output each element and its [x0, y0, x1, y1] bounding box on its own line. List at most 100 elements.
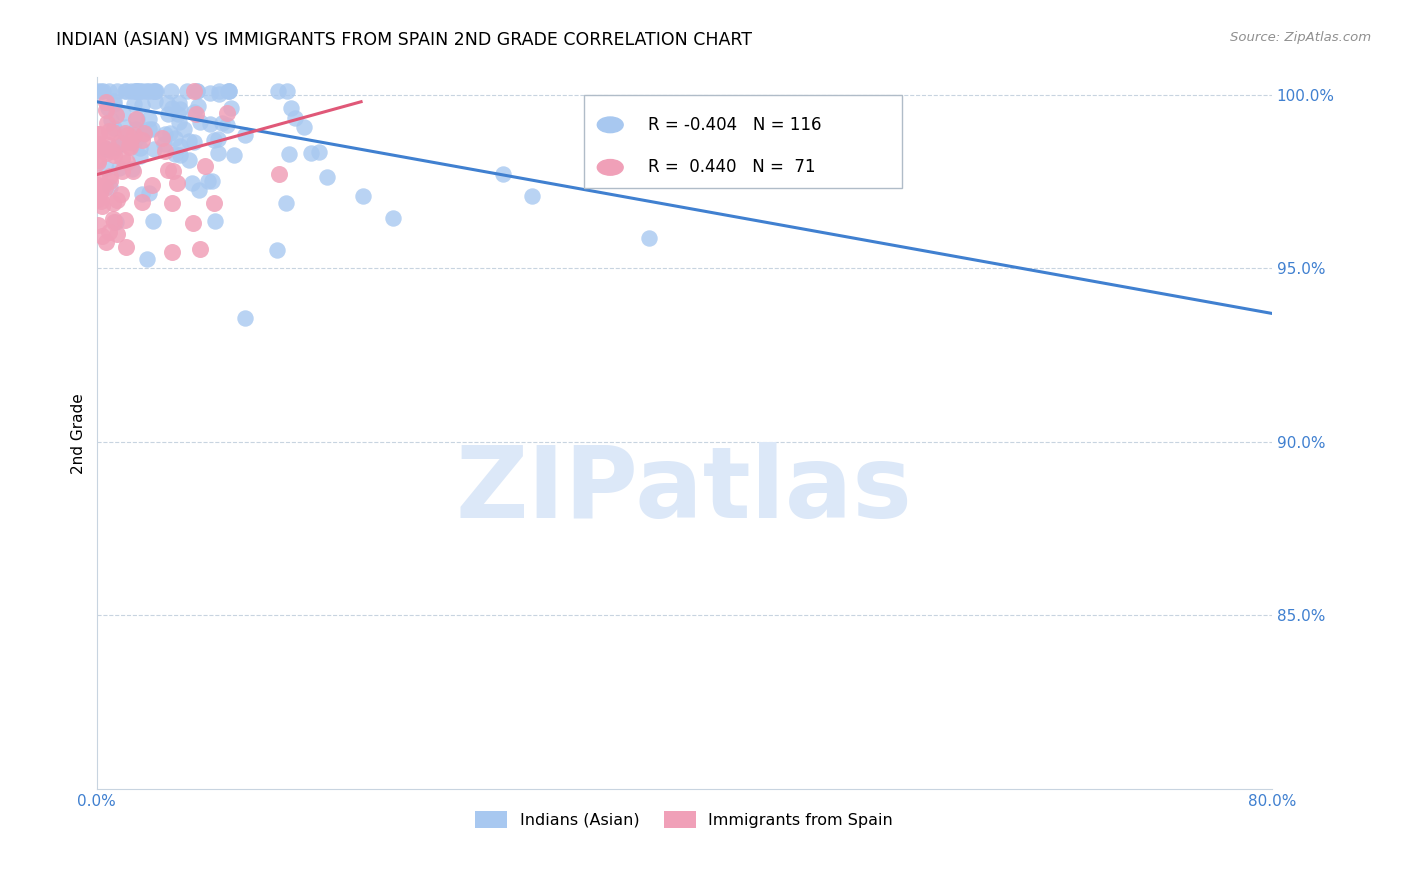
- Point: [167, 115, 190, 129]
- Point: [186, 84, 208, 98]
- Point: [183, 135, 205, 149]
- Point: [128, 84, 150, 98]
- Point: [90, 194, 112, 209]
- Point: [94, 161, 117, 175]
- Point: [207, 132, 229, 146]
- Point: [114, 127, 136, 141]
- Point: [89, 186, 111, 200]
- Point: [169, 102, 191, 116]
- Point: [128, 149, 150, 163]
- Point: [87, 153, 110, 168]
- Circle shape: [598, 117, 623, 133]
- Point: [101, 125, 124, 139]
- Point: [292, 120, 315, 134]
- Point: [266, 244, 288, 258]
- Point: [184, 106, 207, 120]
- Point: [138, 122, 160, 136]
- Point: [115, 84, 138, 98]
- Point: [179, 153, 201, 168]
- Point: [122, 96, 145, 111]
- Point: [101, 144, 124, 158]
- Point: [163, 131, 186, 145]
- Point: [112, 105, 135, 120]
- Point: [103, 95, 125, 109]
- Point: [159, 126, 181, 140]
- Point: [208, 87, 231, 101]
- Point: [141, 84, 163, 98]
- Point: [91, 178, 114, 193]
- Point: [162, 195, 184, 210]
- Point: [87, 84, 110, 98]
- Point: [112, 136, 135, 150]
- Point: [132, 84, 155, 98]
- FancyBboxPatch shape: [585, 95, 901, 187]
- Point: [105, 84, 128, 98]
- Point: [153, 127, 176, 141]
- Point: [187, 99, 209, 113]
- Point: [159, 84, 181, 98]
- Point: [114, 213, 136, 227]
- Point: [163, 146, 186, 161]
- Point: [138, 112, 160, 126]
- Point: [103, 120, 125, 135]
- Point: [104, 140, 127, 154]
- Point: [188, 243, 211, 257]
- Point: [143, 94, 166, 108]
- Point: [87, 192, 110, 206]
- Point: [150, 131, 173, 145]
- Point: [98, 124, 121, 138]
- Point: [278, 147, 301, 161]
- Point: [105, 227, 128, 241]
- Point: [276, 195, 298, 210]
- Point: [96, 142, 118, 156]
- Point: [162, 163, 184, 178]
- Point: [280, 101, 302, 115]
- Point: [94, 181, 117, 195]
- Point: [186, 84, 208, 98]
- Point: [125, 84, 148, 98]
- Point: [202, 196, 225, 211]
- Point: [169, 147, 191, 161]
- Point: [129, 141, 152, 155]
- Point: [138, 186, 160, 201]
- Point: [125, 122, 148, 136]
- Point: [125, 84, 148, 98]
- Point: [128, 84, 150, 98]
- Point: [142, 84, 165, 98]
- Point: [122, 163, 145, 178]
- Point: [267, 168, 290, 182]
- Point: [91, 140, 114, 154]
- Point: [382, 211, 405, 226]
- Point: [200, 117, 222, 131]
- Point: [97, 101, 120, 115]
- Point: [115, 240, 138, 254]
- Point: [94, 145, 117, 160]
- Point: [299, 145, 322, 160]
- Point: [141, 178, 163, 192]
- Point: [125, 112, 148, 126]
- Point: [132, 126, 155, 140]
- Point: [87, 218, 110, 232]
- Point: [103, 215, 125, 229]
- Point: [87, 137, 110, 152]
- Point: [114, 120, 136, 134]
- Point: [114, 84, 136, 98]
- Point: [218, 84, 240, 98]
- Point: [156, 96, 179, 111]
- Point: [136, 252, 159, 266]
- Point: [217, 84, 239, 98]
- Point: [217, 118, 239, 132]
- Point: [153, 137, 176, 152]
- Point: [90, 84, 112, 98]
- Point: [142, 142, 165, 156]
- Text: INDIAN (ASIAN) VS IMMIGRANTS FROM SPAIN 2ND GRADE CORRELATION CHART: INDIAN (ASIAN) VS IMMIGRANTS FROM SPAIN …: [56, 31, 752, 49]
- Point: [135, 84, 157, 98]
- Point: [180, 177, 202, 191]
- Point: [98, 169, 121, 183]
- Point: [207, 145, 229, 160]
- Point: [94, 235, 117, 250]
- Point: [125, 84, 148, 98]
- Point: [131, 97, 153, 112]
- Point: [315, 170, 337, 185]
- Point: [103, 96, 125, 111]
